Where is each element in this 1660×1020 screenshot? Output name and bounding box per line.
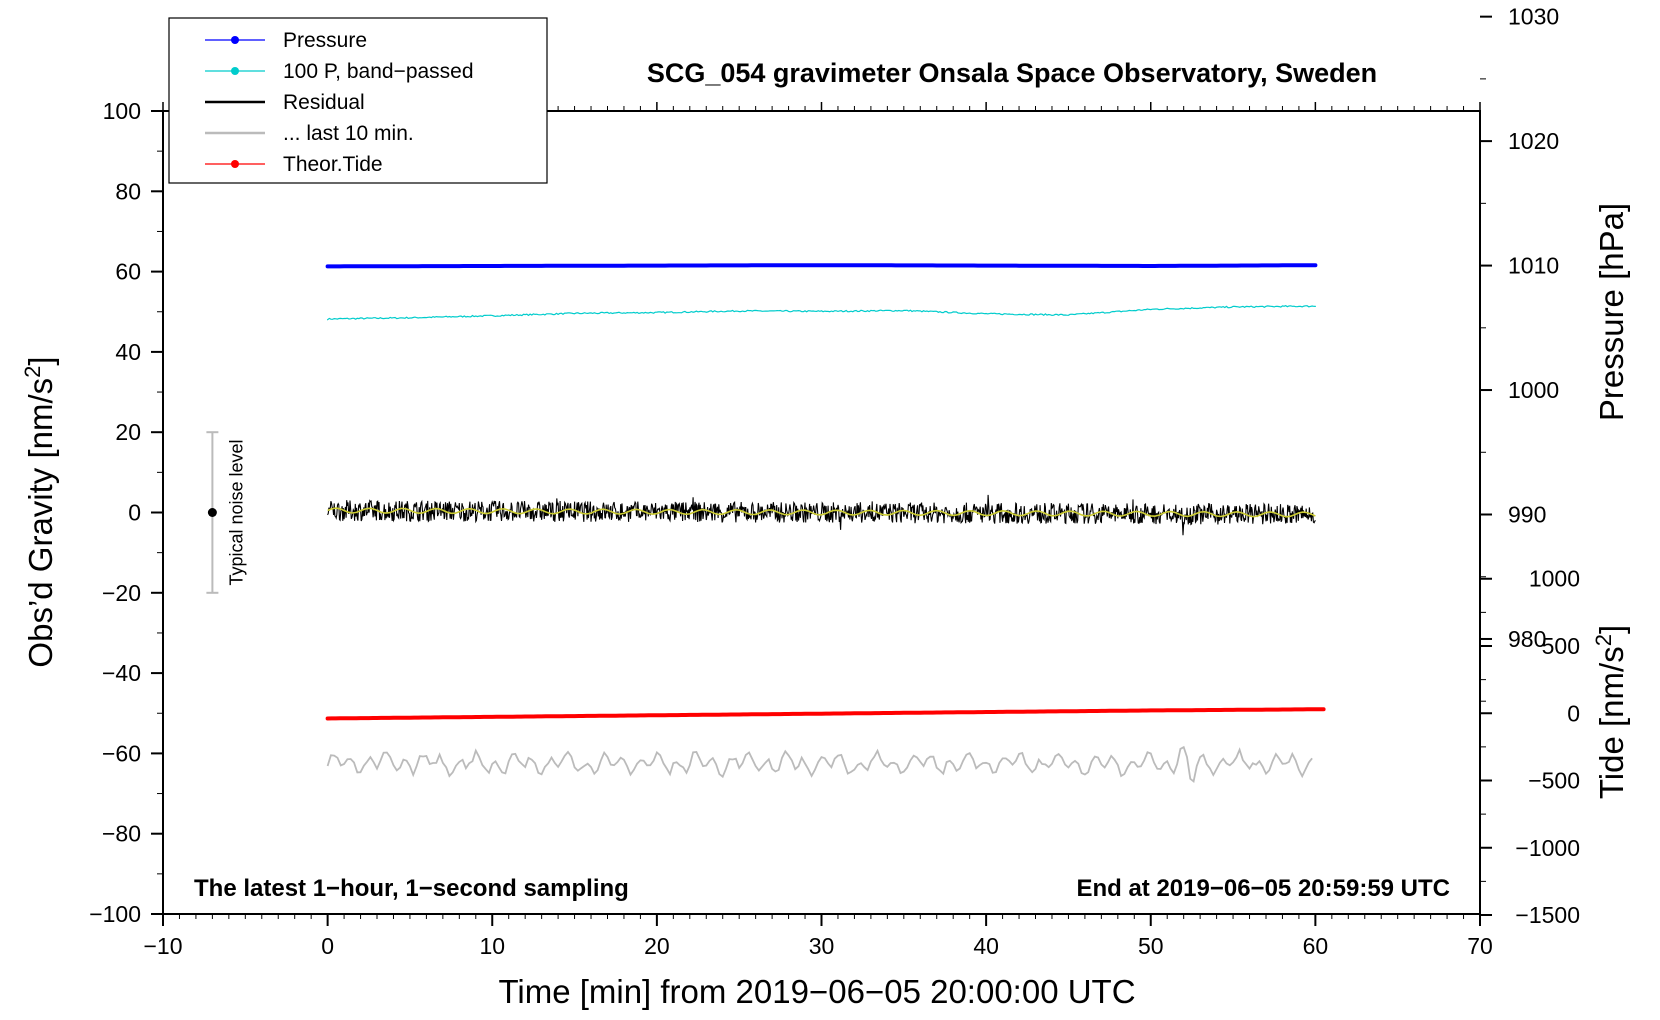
y-axis-label-gravity-sup: 2 <box>20 366 45 378</box>
legend-label: Theor.Tide <box>283 153 383 176</box>
tide-tick-label: 1000 <box>1529 566 1580 592</box>
pressure-tick-label: 1000 <box>1508 377 1559 403</box>
series-last-10-min <box>326 745 1313 784</box>
tide-tick-label: −1000 <box>1515 835 1580 861</box>
y-axis-label-tide-end: ] <box>1593 625 1630 634</box>
series-layer <box>325 263 1326 784</box>
x-tick-label: −10 <box>143 933 182 959</box>
legend-label: 100 P, band−passed <box>283 60 474 83</box>
y-axis-label-tide-text: Tide [nm/s <box>1593 646 1630 799</box>
y-tick-label: 60 <box>115 259 141 285</box>
pressure-tick-label: 980 <box>1508 626 1546 652</box>
legend-box <box>168 17 548 184</box>
tide-tick-label: 500 <box>1542 633 1580 659</box>
tide-tick-label: 0 <box>1567 700 1580 726</box>
x-tick-label: 70 <box>1467 933 1493 959</box>
x-tick-label: 40 <box>973 933 999 959</box>
y-tick-label: 0 <box>128 500 141 526</box>
noise-bar-dot <box>207 508 217 517</box>
y-axis-label-tide: Tide [nm/s2] <box>1591 625 1631 799</box>
y-tick-label: −40 <box>102 660 141 686</box>
legend-label: ... last 10 min. <box>283 122 414 145</box>
note-sampling: The latest 1−hour, 1−second sampling <box>194 875 629 902</box>
y-tick-label: −100 <box>89 901 141 927</box>
y-axis-label-gravity-end: ] <box>22 356 59 365</box>
legend-marker <box>231 67 239 75</box>
noise-label: Typical noise level <box>226 439 246 585</box>
note-end-time: End at 2019−06−05 20:59:59 UTC <box>1076 875 1450 902</box>
series-pressure <box>325 263 1318 269</box>
y-tick-label: 40 <box>115 339 141 365</box>
x-tick-label: 30 <box>809 933 835 959</box>
x-tick-label: 0 <box>321 933 334 959</box>
tide-tick-label: −500 <box>1528 768 1580 794</box>
series-theor-tide <box>325 707 1326 721</box>
axis-ticks: −10 0 10 20 30 40 50 60 70−100−80−60−40−20020406… <box>89 4 1580 959</box>
chart-title: SCG_054 gravimeter Onsala Space Observat… <box>647 58 1377 88</box>
series-residual-smoothed <box>327 507 1316 518</box>
y-axis-label-gravity: Obs’d Gravity [nm/s2] <box>20 356 60 667</box>
x-tick-label: 60 <box>1303 933 1329 959</box>
y-tick-label: −60 <box>102 740 141 766</box>
tide-tick-label: −1500 <box>1515 902 1580 928</box>
y-tick-label: −20 <box>102 580 141 606</box>
pressure-tick-label: 1010 <box>1508 253 1559 279</box>
y-axis-label-pressure: Pressure [hPa] <box>1593 203 1630 421</box>
legend-label: Pressure <box>283 29 367 52</box>
x-tick-label: 20 <box>644 933 670 959</box>
legend: Pressure 100 P, band−passed Residual ... la… <box>168 17 548 184</box>
y-axis-label-tide-sup: 2 <box>1591 634 1616 646</box>
y-tick-label: −80 <box>102 821 141 847</box>
pressure-tick-label: 1020 <box>1508 128 1559 154</box>
pressure-tick-label: 1030 <box>1508 4 1559 30</box>
x-tick-label: 50 <box>1138 933 1164 959</box>
noise-bar: Typical noise level <box>206 431 246 594</box>
x-tick-label: 10 <box>479 933 505 959</box>
legend-marker <box>231 160 239 168</box>
legend-marker <box>231 36 239 44</box>
series-residual <box>327 494 1316 536</box>
y-axis-label-gravity-text: Obs’d Gravity [nm/s <box>22 378 59 668</box>
x-axis-label: Time [min] from 2019−06−05 20:00:00 UTC <box>498 973 1135 1010</box>
legend-label: Residual <box>283 91 365 114</box>
pressure-tick-label: 990 <box>1508 502 1546 528</box>
y-tick-label: 100 <box>103 98 141 124</box>
y-tick-label: 20 <box>115 419 141 445</box>
series-pressure-bandpassed <box>327 305 1316 321</box>
y-tick-label: 80 <box>115 178 141 204</box>
